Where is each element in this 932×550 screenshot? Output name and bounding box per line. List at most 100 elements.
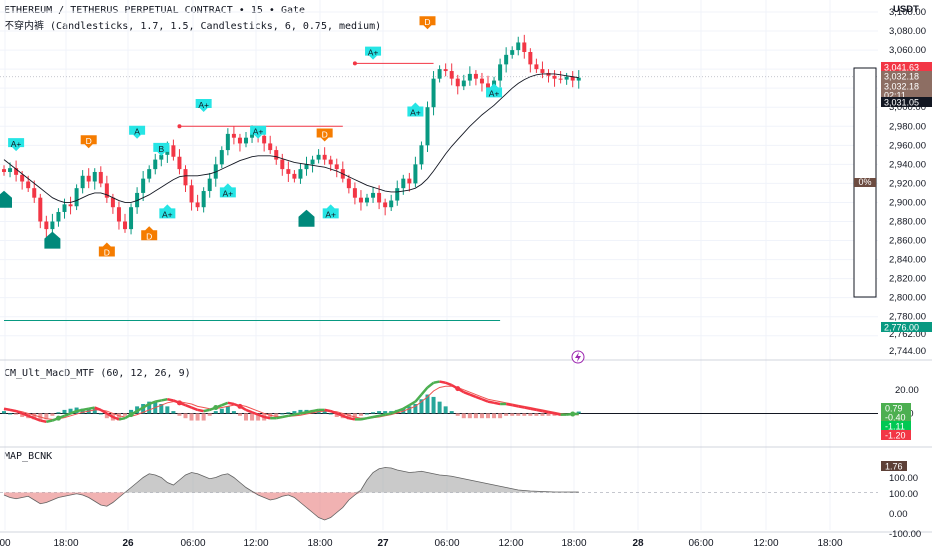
macd-histogram-bar bbox=[159, 404, 164, 414]
macd-line-segment bbox=[40, 419, 47, 423]
y-tick-label: 3,080.00 bbox=[889, 26, 926, 37]
macd-histogram-bar bbox=[407, 406, 412, 414]
x-tick-label: 27 bbox=[377, 538, 389, 549]
macd-line-segment bbox=[493, 401, 501, 406]
signal-text: A+ bbox=[253, 127, 264, 137]
price-tag-bg bbox=[881, 81, 932, 91]
price-tag-text: 02:11 bbox=[884, 91, 906, 101]
candle-body bbox=[147, 169, 152, 179]
candle-body bbox=[231, 133, 236, 138]
candle-body bbox=[431, 78, 436, 108]
signal-text: A+ bbox=[325, 209, 336, 219]
macd-histogram-bar bbox=[147, 401, 152, 414]
candle-body bbox=[189, 185, 194, 203]
macd-histogram-bar bbox=[98, 413, 103, 415]
macd-histogram-bar bbox=[540, 413, 545, 416]
candle-body bbox=[32, 188, 37, 198]
candle-body bbox=[413, 164, 418, 184]
x-tick-label: 18:00 bbox=[307, 538, 332, 549]
macd-histogram-bar bbox=[129, 409, 134, 414]
candle-body bbox=[437, 69, 442, 79]
signal-label-B: B bbox=[153, 142, 170, 156]
x-tick-label: 00 bbox=[0, 538, 11, 549]
macd-line-segment bbox=[342, 414, 350, 420]
y-tick-label: 3,100.00 bbox=[889, 7, 926, 18]
candle-body bbox=[123, 221, 127, 230]
candle-body bbox=[346, 178, 351, 189]
macd-cross-dot bbox=[570, 411, 576, 417]
macd-line-segment bbox=[420, 386, 429, 396]
candle-body bbox=[310, 159, 315, 165]
candle-body bbox=[401, 178, 406, 189]
y-tick-label: 2,762.00 bbox=[889, 329, 926, 340]
lightning-icon[interactable] bbox=[571, 350, 585, 364]
candle-body bbox=[268, 143, 273, 151]
macd-histogram-bar bbox=[225, 406, 230, 414]
signal-text: D bbox=[424, 17, 430, 27]
signal-label-A+: A+ bbox=[219, 183, 236, 198]
signal-bubble bbox=[98, 242, 115, 257]
signal-bubble bbox=[8, 138, 25, 152]
macd-line-segment bbox=[402, 404, 410, 410]
macd-line-segment bbox=[142, 402, 150, 409]
macd-histogram-bar bbox=[268, 413, 273, 420]
macd-histogram-bar bbox=[14, 413, 19, 415]
x-tick-label: 12:00 bbox=[753, 538, 778, 549]
signal-bubble bbox=[219, 183, 236, 198]
signal-bubble bbox=[322, 204, 339, 219]
macd-line-segment bbox=[94, 406, 102, 412]
signal-bubble bbox=[159, 204, 176, 219]
macd-line-segment bbox=[191, 406, 199, 412]
macd-y-tick: 20.00 bbox=[895, 385, 919, 396]
macd-histogram-bar bbox=[292, 411, 297, 414]
candle-body bbox=[110, 197, 115, 208]
macd-line-segment bbox=[433, 380, 440, 384]
macd-line-segment bbox=[542, 409, 549, 414]
signal-label-D: D bbox=[141, 226, 158, 241]
x-tick-label: 18:00 bbox=[561, 538, 586, 549]
candle-body bbox=[74, 188, 79, 207]
bcnk-y-tick: 100.00 bbox=[889, 489, 918, 500]
x-tick-label: 18:00 bbox=[53, 538, 78, 549]
macd-cross-dot bbox=[237, 403, 243, 409]
macd-histogram-bar bbox=[177, 413, 182, 416]
price-tag: 3,032.18 bbox=[881, 71, 932, 82]
bcnk-y-tick: 0.00 bbox=[889, 509, 908, 520]
candle-body bbox=[407, 178, 412, 184]
signal-text: A bbox=[134, 127, 140, 137]
x-tick-label: 12:00 bbox=[243, 538, 268, 549]
candle-body bbox=[280, 159, 285, 170]
macd-histogram-bar bbox=[195, 413, 200, 421]
candle-body bbox=[570, 76, 575, 81]
y-tick-label: 2,900.00 bbox=[889, 197, 926, 208]
bcnk-line bbox=[3, 467, 579, 521]
price-tag-text: 2,776.00 bbox=[884, 323, 919, 333]
macd-line-segment bbox=[390, 409, 398, 415]
macd-histogram-bar bbox=[473, 413, 478, 419]
signal-text: A+ bbox=[489, 88, 500, 98]
macd-cross-dot bbox=[176, 400, 182, 406]
y-tick-label: 2,860.00 bbox=[889, 236, 926, 247]
x-tick-label: 06:00 bbox=[180, 538, 205, 549]
candle-body bbox=[86, 175, 91, 182]
bcnk-y-tick: -100.00 bbox=[889, 529, 921, 540]
macd-line-segment bbox=[76, 408, 83, 413]
candle-body bbox=[116, 207, 121, 222]
signal-label-A+: A+ bbox=[159, 204, 176, 219]
macd-line-segment bbox=[530, 407, 537, 412]
macd-cross-dot bbox=[128, 412, 134, 418]
macd-value-tag: -1.20 bbox=[881, 430, 911, 441]
macd-histogram-bar bbox=[189, 413, 194, 421]
price-tag: 3,032.18 bbox=[881, 81, 932, 92]
y-tick-label: 2,980.00 bbox=[889, 121, 926, 132]
macd-line-segment bbox=[360, 416, 368, 421]
macd-histogram-bar bbox=[522, 413, 527, 416]
price-tag: 2,776.00 bbox=[881, 322, 932, 333]
macd-histogram-bar bbox=[256, 413, 261, 421]
macd-line-segment bbox=[282, 414, 289, 419]
candle-body bbox=[298, 169, 303, 179]
signal-bubble bbox=[250, 125, 267, 139]
candle-body bbox=[92, 171, 97, 182]
macd-histogram-bar bbox=[104, 413, 109, 419]
